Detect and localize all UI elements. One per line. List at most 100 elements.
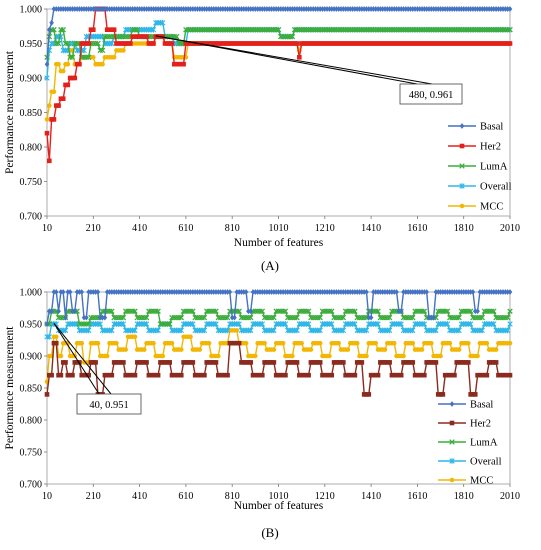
data-point (134, 6, 140, 12)
data-point (354, 360, 360, 365)
data-point (334, 6, 339, 12)
data-point (123, 289, 129, 295)
data-point (338, 41, 344, 46)
data-point (327, 372, 332, 378)
legend-label: Her2 (470, 419, 491, 430)
data-point (239, 41, 244, 46)
data-point (357, 289, 362, 295)
data-point (229, 340, 235, 346)
data-point (229, 314, 235, 321)
data-point (461, 41, 466, 46)
data-point (352, 289, 358, 295)
data-point (243, 41, 249, 46)
data-point (264, 289, 270, 295)
data-point (456, 314, 462, 321)
data-point (417, 41, 423, 46)
data-point (503, 41, 508, 46)
data-point (257, 289, 263, 295)
data-point (489, 360, 494, 365)
data-point (65, 40, 71, 47)
legend-item-overall: Overall (438, 457, 502, 468)
data-point (382, 6, 388, 12)
data-point (128, 6, 133, 12)
data-point (278, 289, 284, 295)
data-point (185, 289, 191, 295)
data-point (276, 41, 281, 46)
data-point (97, 314, 103, 321)
data-point (466, 6, 471, 12)
data-point (44, 321, 50, 327)
y-tick-label: 0.900 (20, 352, 43, 363)
data-point (315, 41, 321, 46)
data-point (449, 41, 455, 46)
data-point (440, 6, 446, 12)
data-point (102, 6, 108, 12)
y-tick-label: 0.900 (20, 74, 43, 85)
data-point (334, 289, 339, 295)
data-point (426, 314, 432, 321)
legend-label: Her2 (480, 142, 501, 153)
data-point (285, 289, 291, 295)
data-point (77, 289, 82, 295)
legend-label: Basal (480, 122, 503, 133)
data-point (153, 289, 159, 295)
data-point (204, 289, 210, 295)
data-point (468, 41, 473, 46)
data-point (386, 327, 393, 334)
data-point (53, 340, 59, 346)
data-point (428, 340, 434, 346)
data-point (449, 6, 455, 12)
data-point (201, 327, 208, 334)
data-point (417, 289, 423, 295)
data-point (468, 289, 473, 295)
y-tick-labels: 0.700 0.750 0.800 0.850 0.900 0.950 1.000 (20, 288, 47, 491)
data-point (507, 321, 513, 327)
data-point (234, 6, 240, 12)
data-point (74, 289, 80, 295)
data-point (144, 6, 149, 12)
data-point (466, 340, 471, 346)
data-point (79, 6, 85, 12)
data-point (282, 308, 289, 314)
data-point (292, 289, 298, 295)
data-point (204, 41, 210, 46)
data-point (338, 6, 344, 12)
data-point (275, 26, 282, 33)
data-point (445, 6, 450, 12)
data-point (86, 6, 91, 12)
data-point (111, 27, 117, 32)
data-point (357, 41, 362, 46)
data-point (139, 289, 145, 295)
chart-panel-b: 0.700 0.750 0.800 0.850 0.900 0.950 1.000 10 210… (4, 288, 520, 541)
data-point (419, 6, 425, 12)
data-point (273, 289, 279, 295)
data-point (287, 360, 293, 365)
data-point (329, 289, 335, 295)
data-point (169, 41, 175, 46)
data-point (141, 347, 147, 352)
data-point (375, 321, 381, 327)
data-point (253, 6, 258, 12)
data-point (285, 6, 291, 12)
data-point (322, 289, 328, 295)
data-point (350, 41, 355, 46)
data-point (498, 372, 504, 378)
data-point (243, 360, 249, 365)
data-point (109, 308, 115, 314)
data-point (70, 6, 75, 12)
data-point (100, 6, 105, 12)
data-point (292, 6, 298, 12)
data-point (364, 6, 369, 12)
data-point (211, 360, 216, 365)
data-point (479, 314, 485, 321)
data-point (109, 40, 115, 47)
data-point (248, 41, 254, 46)
data-point (486, 360, 492, 365)
data-point (317, 327, 323, 334)
data-point (294, 6, 300, 12)
data-point (47, 372, 52, 378)
data-point (283, 372, 288, 378)
data-point (297, 55, 302, 60)
data-point (220, 41, 226, 46)
data-point (435, 289, 441, 295)
